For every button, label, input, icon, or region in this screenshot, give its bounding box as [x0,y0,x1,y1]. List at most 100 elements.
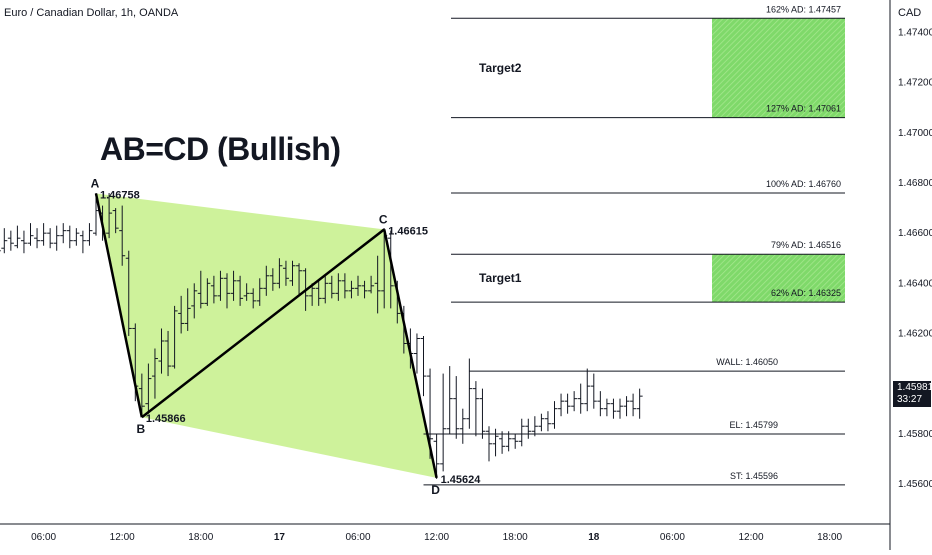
candle [1,228,8,254]
candle [269,268,276,291]
candle [53,225,60,251]
pattern-title: AB=CD (Bullish) [100,131,341,167]
trade-level-label-3: ST: 1.45596 [730,471,778,481]
x-tick-label: 12:00 [424,532,449,543]
y-tick-label: 1.46200 [898,328,932,339]
candle [34,228,41,249]
candle [197,270,204,309]
bcd-triangle [141,229,437,478]
candle [472,381,479,437]
candle [499,431,506,454]
point-b-letter: B [137,422,146,436]
candle [466,358,473,429]
y-tick-label: 1.47000 [898,128,932,139]
candle [86,223,93,246]
candle [217,270,224,301]
candle [322,275,329,304]
candle [538,413,545,432]
ad-level-label-3: 100% AD: 1.46760 [766,179,841,189]
target-zones-layer: Target2 Target1 [479,18,845,303]
bar-countdown: 33:27 [897,394,923,405]
candle [256,278,263,306]
candle [361,280,368,299]
point-b-value: 1.45866 [146,413,186,425]
candle [512,433,519,449]
point-d-letter: D [431,483,440,497]
candle [453,376,460,439]
y-tick-label: 1.46800 [898,178,932,189]
candle [125,250,132,336]
target-zone-1-label: Target2 [479,61,522,75]
candle [623,396,630,417]
ad-level-label-2: 127% AD: 1.47061 [766,104,841,114]
candle [0,250,1,252]
x-tick-label: 18:00 [817,532,842,543]
level-lines-layer: 162% AD: 1.47457 127% AD: 1.47061 100% AD:… [423,4,845,486]
candle [440,373,447,472]
candle [73,228,80,246]
candle [590,373,597,409]
candle [518,418,525,447]
currency-label: CAD [898,7,922,19]
candle [171,305,178,369]
candle [492,428,499,457]
point-c-letter: C [379,212,388,226]
candle [237,275,244,306]
pattern-labels-layer: A1.46758 B1.45866 C1.46615 D1.45624 [91,177,482,497]
candles-layer [0,193,643,479]
candle [571,391,578,412]
candle [328,275,335,299]
x-tick-label: 06:00 [660,532,685,543]
ad-level-label-1: 162% AD: 1.47457 [766,4,841,14]
candle [584,368,591,412]
candle [151,348,158,399]
candle [420,335,427,397]
candle [486,426,492,462]
candle [250,288,257,309]
candle [276,258,283,289]
candle [564,393,571,414]
candle [505,431,512,452]
candle [525,418,532,439]
candle [610,398,617,419]
candle [335,273,342,301]
candle [558,393,565,417]
y-tick-label: 1.46400 [898,278,932,289]
pattern-leg-bc [141,228,385,419]
trade-level-label-2: EL: 1.45799 [729,420,778,430]
candle [40,223,47,246]
candle [106,193,113,239]
symbol-title[interactable]: Euro / Canadian Dollar, 1h, OANDA [4,7,179,19]
candle [446,366,453,434]
target-zone-2-label: Target1 [479,271,522,285]
candle [531,416,538,437]
candle [617,398,623,419]
candle [636,388,643,419]
candle [145,363,152,414]
ad-level-label-4: 79% AD: 1.46516 [771,240,841,250]
candle [459,408,466,444]
last-price-badge: 1.45981 33:27 [893,381,932,407]
y-tick-label: 1.46600 [898,228,932,239]
candle [630,393,637,417]
point-a-value: 1.46758 [100,190,140,202]
candle [165,330,172,377]
candle [138,373,145,417]
x-tick-label: 18:00 [188,532,213,543]
candle [577,383,584,414]
point-d-value: 1.45624 [441,474,482,486]
y-tick-label: 1.47200 [898,78,932,89]
ad-level-label-5: 62% AD: 1.46325 [771,288,841,298]
y-tick-label: 1.47400 [898,28,932,39]
candle [243,283,250,301]
pattern-legs-layer [94,193,438,479]
point-c-value: 1.46615 [388,225,428,237]
candle [210,275,217,304]
last-price-value: 1.45981 [897,382,932,393]
candle [374,255,381,314]
candle [119,205,126,266]
pattern-leg-cd [382,229,438,479]
